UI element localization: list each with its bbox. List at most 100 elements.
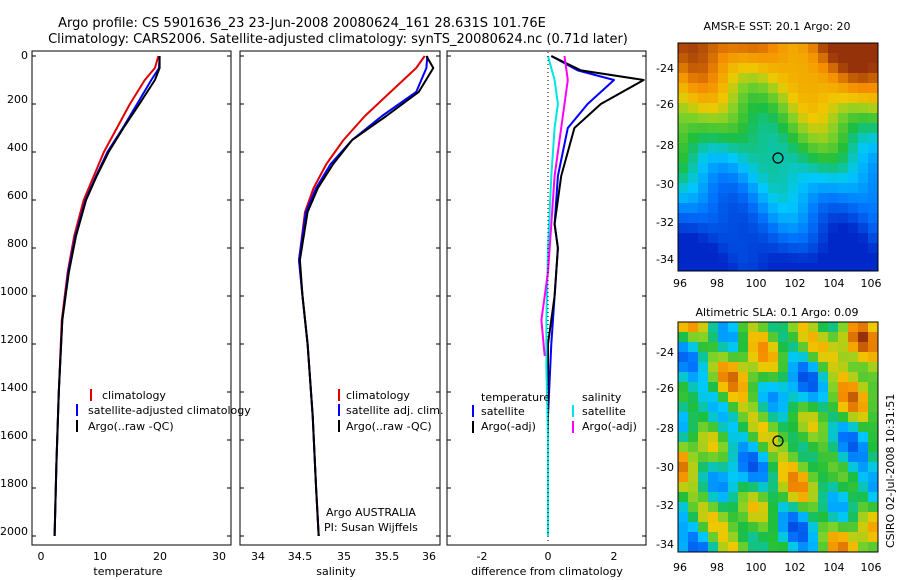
map-cell [688,153,698,163]
map-cell [808,322,818,332]
map-cell [848,53,858,63]
map-cell [788,502,798,512]
legend-label: climatology [102,389,166,402]
map-cell [678,73,688,83]
map-cell [718,183,728,193]
map-cell [708,452,718,462]
map-cell [808,253,818,263]
map-cell [868,243,878,253]
map-cell [838,532,848,542]
map-cell [688,472,698,482]
map-cell [688,322,698,332]
map-cell [678,372,688,382]
map-cell [858,53,868,63]
map-cell [818,482,828,492]
map-cell [758,83,768,93]
map-cell [808,452,818,462]
map-cell [748,193,758,203]
map-cell [838,43,848,53]
map-cell [748,412,758,422]
map-cell [688,193,698,203]
map-cell [768,502,778,512]
map-cell [798,53,808,63]
map-cell [858,462,868,472]
map-cell [788,422,798,432]
map-cell [868,163,878,173]
map-cell [758,422,768,432]
map-cell [858,73,868,83]
map-cell [748,103,758,113]
map-cell [818,492,828,502]
lat-tick: -30 [656,461,674,474]
map-cell [768,133,778,143]
map-cell [678,153,688,163]
map-cell [698,173,708,183]
map-cell [818,163,828,173]
map-cell [758,143,768,153]
map-cell [768,352,778,362]
map-cell [808,63,818,73]
map-cell [828,83,838,93]
lat-tick: -34 [656,538,674,551]
map-cell [678,332,688,342]
map-cell [828,43,838,53]
map-cell [728,43,738,53]
figure-title-line1: Argo profile: CS 5901636_23 23-Jun-2008 … [58,16,546,31]
series-line-salinity-satellite [545,55,559,536]
map-cell [818,93,828,103]
map-cell [798,412,808,422]
temperature-panel-frame [31,50,232,546]
salinity-panel-frame [239,50,441,546]
temp-xlabel: temperature [93,565,162,578]
map-cell [758,163,768,173]
map-cell [778,492,788,502]
map-cell [688,462,698,472]
map-cell [718,432,728,442]
map-cell [748,432,758,442]
lat-tick: -28 [656,139,674,152]
map-cell [798,153,808,163]
map-cell [788,73,798,83]
map-cell [698,263,708,271]
map-cell [858,402,868,412]
map-cell [738,352,748,362]
map-cell [758,362,768,372]
map-cell [688,442,698,452]
difference-panel-frame [446,50,647,546]
map-cell [858,532,868,542]
map-cell [858,472,868,482]
map-cell [678,193,688,203]
map-cell [808,442,818,452]
map-cell [838,53,848,63]
map-cell [858,43,868,53]
map-cell [698,502,708,512]
map-cell [808,472,818,482]
map-cell [688,53,698,63]
map-cell [828,173,838,183]
map-cell [858,412,868,422]
map-cell [688,253,698,263]
map-cell [788,362,798,372]
map-cell [718,372,728,382]
map-cell [758,103,768,113]
map-cell [848,103,858,113]
map-cell [728,113,738,123]
map-cell [798,522,808,532]
map-cell [758,322,768,332]
map-cell [788,43,798,53]
map-cell [798,462,808,472]
map-cell [858,352,868,362]
map-cell [688,512,698,522]
map-cell [848,382,858,392]
legend-label: Argo(..raw -QC) [346,420,432,433]
map-cell [868,123,878,133]
map-cell [808,133,818,143]
map-cell [718,123,728,133]
map-cell [738,263,748,271]
map-cell [828,392,838,402]
map-cell [868,342,878,352]
map-cell [788,352,798,362]
map-cell [868,372,878,382]
lat-tick: -28 [656,422,674,435]
map-cell [798,342,808,352]
